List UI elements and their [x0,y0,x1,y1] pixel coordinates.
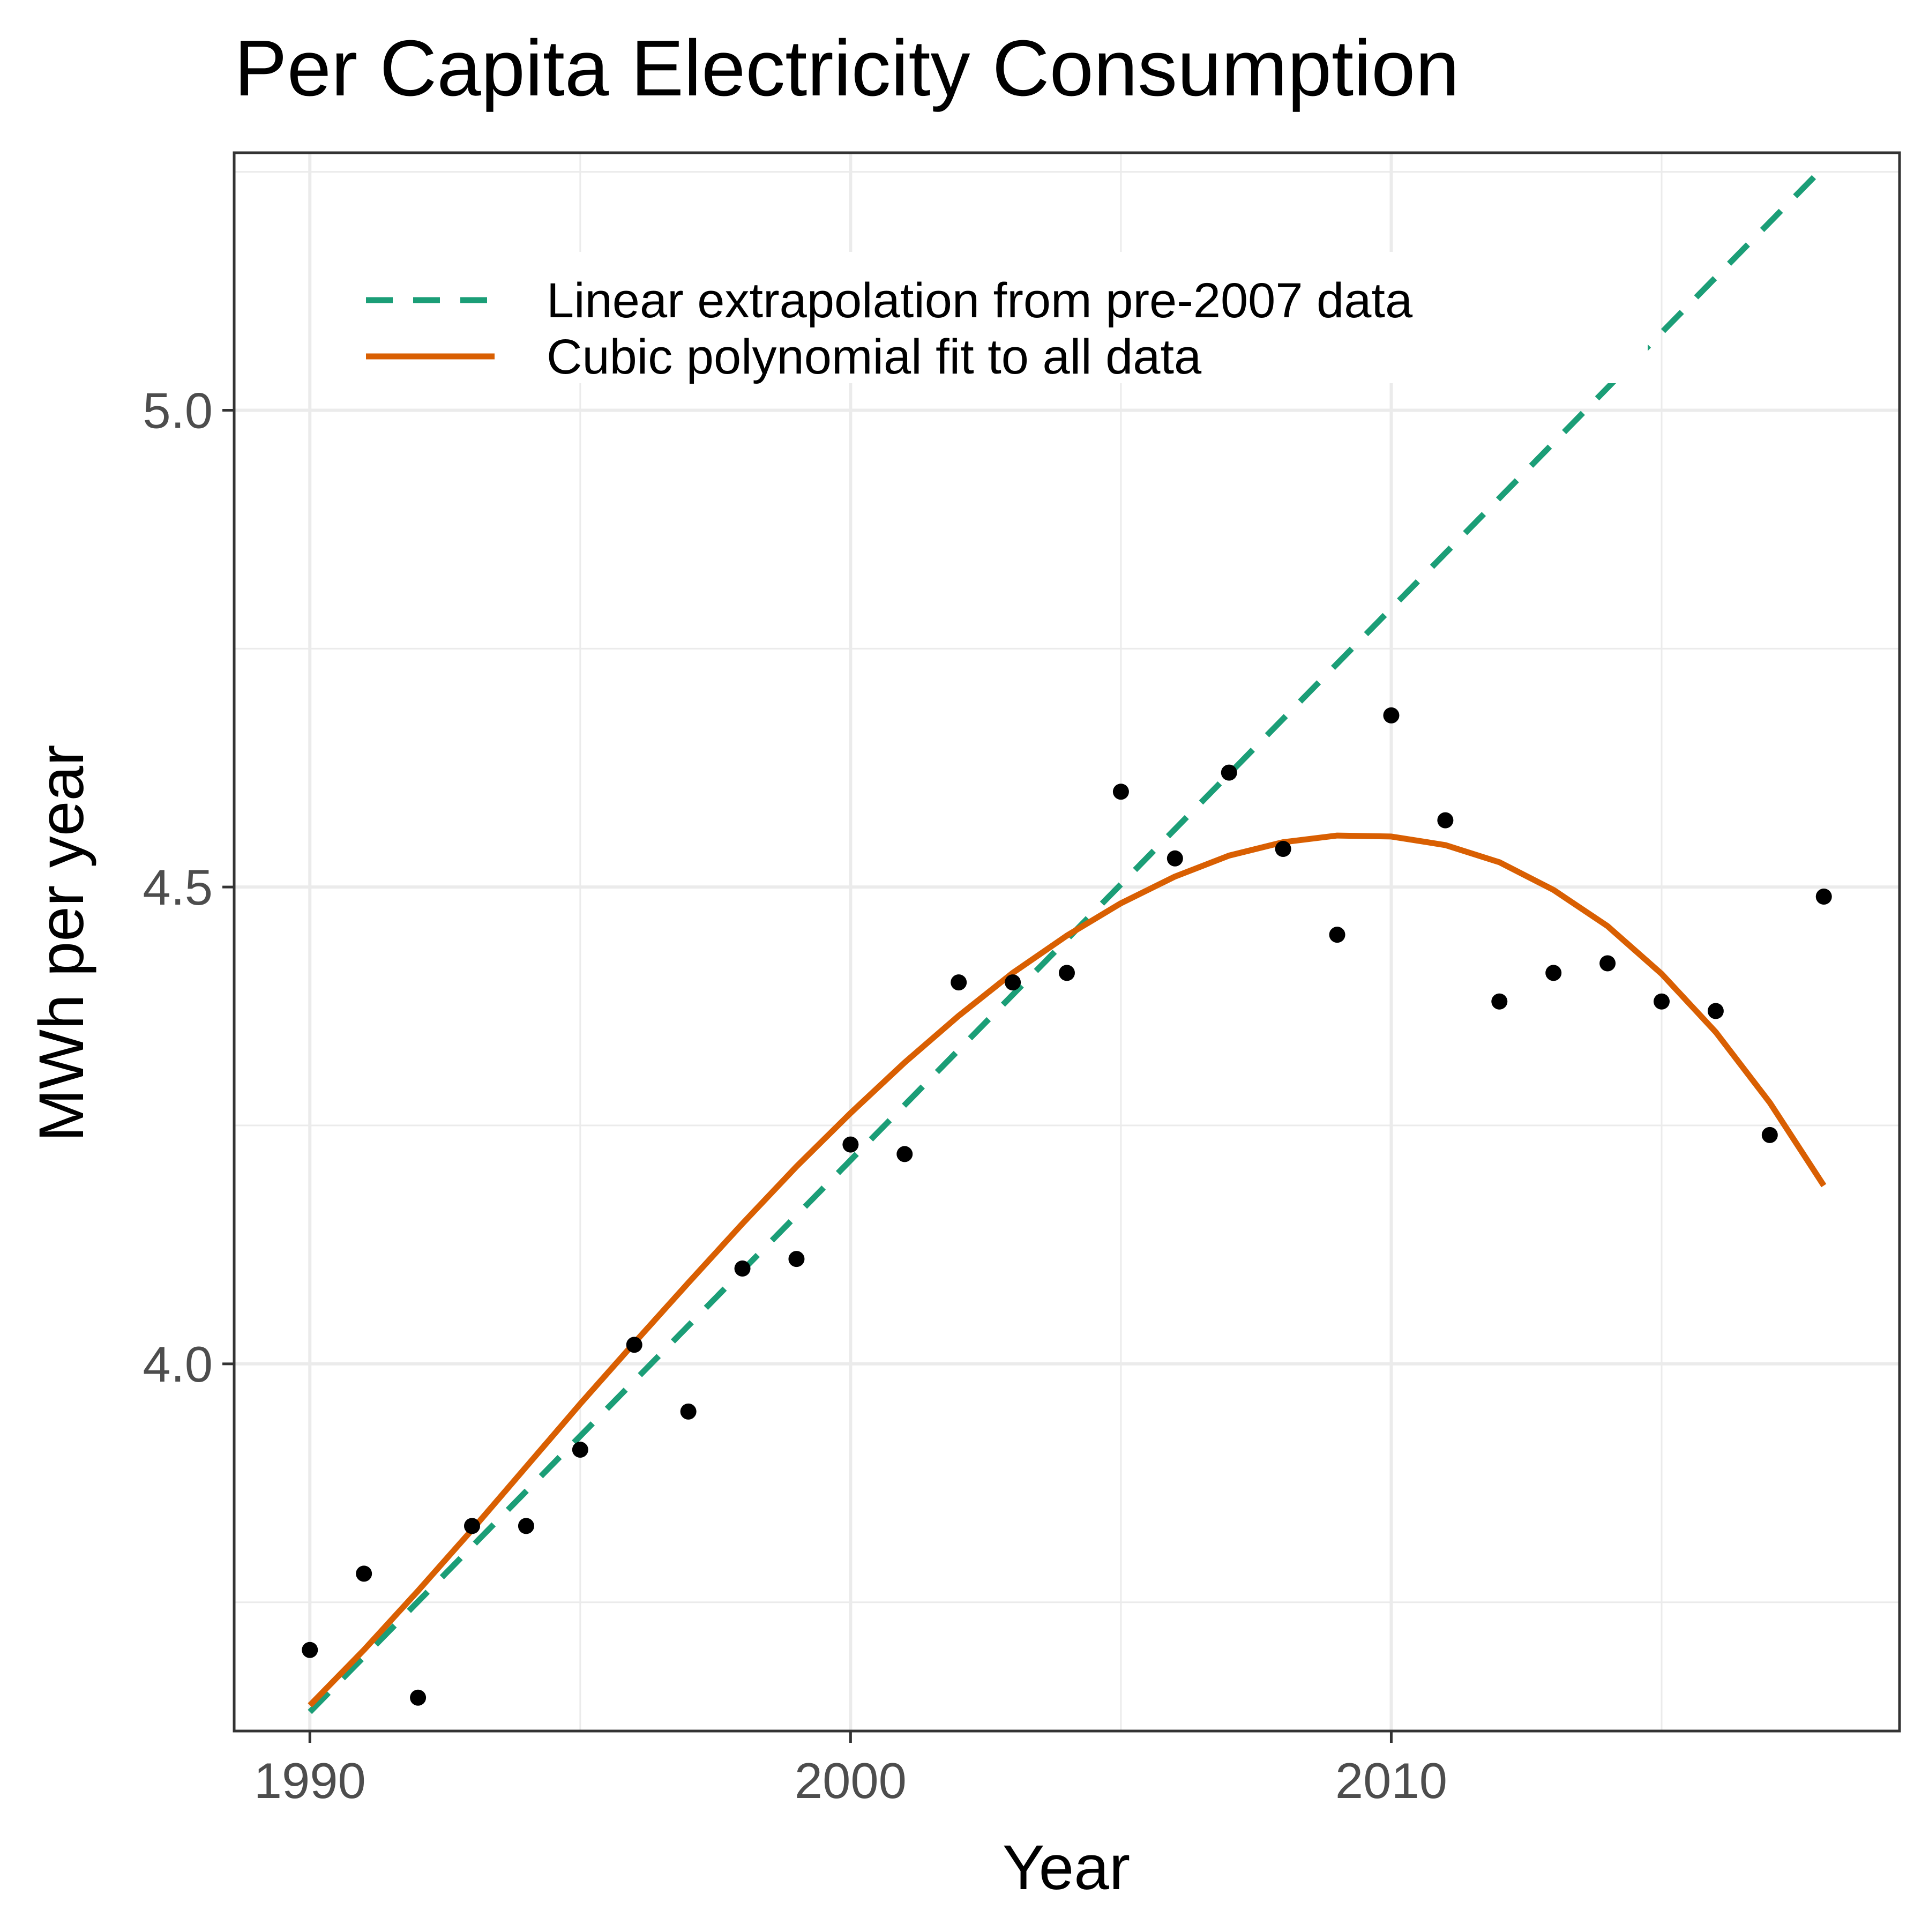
y-axis: 4.0 4.5 5.0 [143,382,234,1392]
data-point [1329,927,1345,943]
y-axis-title: MWh per year [26,745,97,1142]
data-point [1654,993,1670,1010]
data-point [896,1146,913,1162]
x-tick-label: 2010 [1335,1752,1447,1809]
data-point [410,1689,427,1706]
data-point [734,1260,751,1277]
data-point [1383,707,1400,723]
data-point [356,1565,372,1582]
x-tick-label: 2000 [795,1752,907,1809]
legend-label: Linear extrapolation from pre-2007 data [547,273,1413,328]
grid-major [234,153,1900,1731]
data-point [518,1518,534,1534]
data-point [1167,850,1183,867]
data-point [1437,812,1454,829]
legend-label: Cubic polynomial fit to all data [547,330,1202,384]
linear-extrapolation-line [308,165,1826,1714]
panel-frame [233,151,1901,1733]
data-point [464,1518,480,1534]
series-lines [308,165,1827,1714]
data-point [1707,1003,1724,1019]
data-point [951,974,967,991]
data-point [302,1642,318,1658]
data-point [1599,955,1616,972]
data-point [1275,841,1291,857]
panel-border [233,151,1901,1733]
legend: Linear extrapolation from pre-2007 dataC… [335,252,1648,384]
data-point [1005,974,1021,991]
grid-minor [234,153,1900,1731]
x-axis-title: Year [1003,1832,1130,1903]
data-point [1761,1127,1778,1143]
data-point [1545,965,1562,981]
legend-background [335,252,1648,383]
data-point [572,1442,588,1458]
data-point [626,1337,642,1353]
data-point [680,1403,697,1420]
data-point [1491,993,1508,1010]
data-point [1059,965,1075,981]
data-point [842,1136,859,1153]
x-tick-label: 1990 [254,1752,366,1809]
data-point [1221,764,1237,781]
chart-title: Per Capita Electricity Consumption [234,24,1460,113]
y-tick-label: 4.0 [143,1336,213,1392]
plot-area [234,153,1900,1731]
cubic-fit-line [308,832,1827,1707]
data-point [788,1251,805,1267]
x-axis: 1990 2000 2010 [254,1731,1447,1809]
plot-background [234,153,1900,1731]
y-tick-label: 4.5 [143,859,213,915]
data-point [1112,784,1129,800]
data-point [1815,888,1832,905]
y-tick-label: 5.0 [143,382,213,438]
data-points [302,707,1832,1706]
